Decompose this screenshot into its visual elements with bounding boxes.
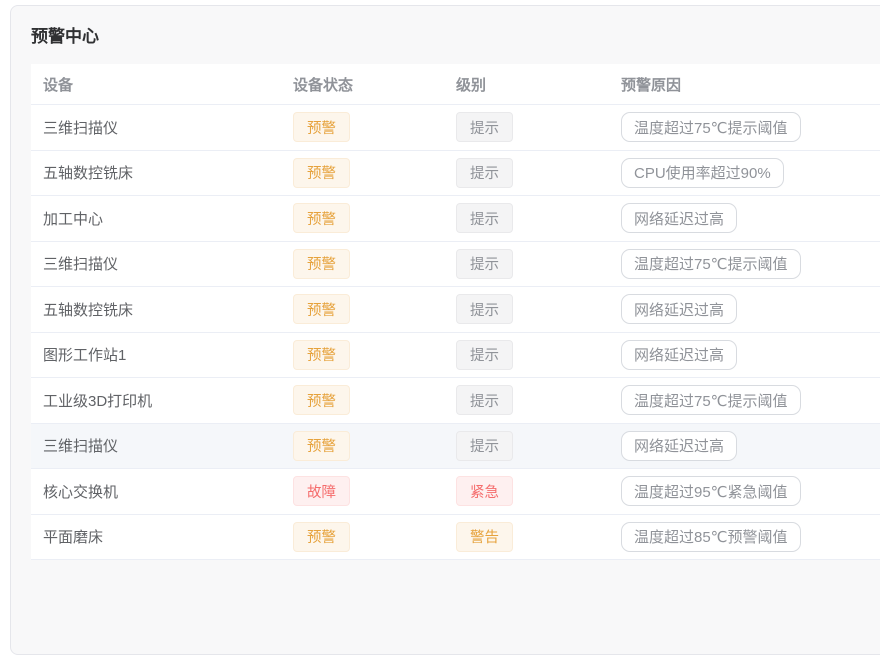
device-cell: 核心交换机	[31, 481, 281, 502]
reason-tag: 网络延迟过高	[621, 203, 738, 234]
table-row[interactable]: 图形工作站1 预警 提示 网络延迟过高	[31, 332, 880, 378]
status-badge: 预警	[293, 203, 350, 234]
reason-cell: 温度超过75℃提示阈值	[609, 248, 880, 279]
table-header-row: 设备 设备状态 级别 预警原因	[31, 64, 880, 105]
status-badge: 预警	[293, 248, 350, 279]
reason-cell: 网络延迟过高	[609, 339, 880, 370]
reason-cell: 温度超过75℃提示阈值	[609, 112, 880, 143]
reason-cell: 网络延迟过高	[609, 430, 880, 461]
status-badge: 预警	[293, 430, 350, 461]
device-cell: 五轴数控铣床	[31, 299, 281, 320]
level-badge: 提示	[456, 294, 513, 325]
reason-tag: CPU使用率超过90%	[621, 157, 784, 188]
level-cell: 提示	[444, 248, 609, 279]
device-cell: 三维扫描仪	[31, 117, 281, 138]
device-name: 平面磨床	[43, 529, 104, 547]
page-title: 预警中心	[31, 27, 99, 46]
reason-tag: 温度超过75℃提示阈值	[621, 112, 801, 143]
device-name: 三维扫描仪	[43, 438, 119, 456]
table-row[interactable]: 平面磨床 预警 警告 温度超过85℃预警阈值	[31, 514, 880, 560]
reason-cell: 温度超过95℃紧急阈值	[609, 476, 880, 507]
status-badge: 预警	[293, 157, 350, 188]
reason-tag: 温度超过75℃提示阈值	[621, 248, 801, 279]
device-name: 三维扫描仪	[43, 256, 119, 274]
level-cell: 紧急	[444, 476, 609, 507]
status-badge: 预警	[293, 339, 350, 370]
device-name: 图形工作站1	[43, 347, 127, 365]
table-row[interactable]: 加工中心 预警 提示 网络延迟过高	[31, 196, 880, 242]
level-cell: 提示	[444, 339, 609, 370]
reason-cell: 温度超过85℃预警阈值	[609, 521, 880, 552]
reason-tag: 温度超过75℃提示阈值	[621, 385, 801, 416]
status-badge: 预警	[293, 294, 350, 325]
level-badge: 提示	[456, 203, 513, 234]
level-badge: 提示	[456, 112, 513, 143]
warning-table: 设备 设备状态 级别 预警原因 三维扫描仪 预警 提示 温度超过75℃提示阈值 …	[31, 64, 880, 560]
device-cell: 三维扫描仪	[31, 253, 281, 274]
level-badge: 提示	[456, 339, 513, 370]
device-name: 工业级3D打印机	[43, 392, 153, 410]
level-cell: 提示	[444, 157, 609, 188]
level-cell: 提示	[444, 294, 609, 325]
reason-tag: 网络延迟过高	[621, 430, 738, 461]
device-status-cell: 预警	[281, 112, 444, 143]
status-badge: 预警	[293, 521, 350, 552]
device-name: 加工中心	[43, 210, 104, 228]
column-header-reason: 预警原因	[621, 76, 682, 94]
table-row[interactable]: 核心交换机 故障 紧急 温度超过95℃紧急阈值	[31, 469, 880, 515]
reason-tag: 温度超过85℃预警阈值	[621, 521, 801, 552]
status-badge: 预警	[293, 112, 350, 143]
reason-cell: CPU使用率超过90%	[609, 157, 880, 188]
table-row[interactable]: 五轴数控铣床 预警 提示 网络延迟过高	[31, 287, 880, 333]
device-status-cell: 预警	[281, 385, 444, 416]
device-name: 三维扫描仪	[43, 119, 119, 137]
table-row[interactable]: 工业级3D打印机 预警 提示 温度超过75℃提示阈值	[31, 378, 880, 424]
level-cell: 提示	[444, 203, 609, 234]
reason-cell: 网络延迟过高	[609, 294, 880, 325]
device-status-cell: 预警	[281, 248, 444, 279]
level-badge: 提示	[456, 248, 513, 279]
device-cell: 平面磨床	[31, 526, 281, 547]
reason-tag: 网络延迟过高	[621, 294, 738, 325]
device-name: 核心交换机	[43, 483, 119, 501]
device-name: 五轴数控铣床	[43, 301, 134, 319]
level-cell: 警告	[444, 521, 609, 552]
device-status-cell: 预警	[281, 430, 444, 461]
status-badge: 预警	[293, 385, 350, 416]
level-cell: 提示	[444, 430, 609, 461]
warning-center-card: 预警中心 设备 设备状态 级别 预警原因 三维扫描仪 预警 提示 温度超过75℃…	[10, 5, 880, 655]
device-cell: 三维扫描仪	[31, 435, 281, 456]
level-cell: 提示	[444, 112, 609, 143]
device-status-cell: 预警	[281, 203, 444, 234]
device-cell: 图形工作站1	[31, 344, 281, 365]
device-cell: 五轴数控铣床	[31, 162, 281, 183]
device-status-cell: 故障	[281, 476, 444, 507]
device-status-cell: 预警	[281, 339, 444, 370]
status-badge: 故障	[293, 476, 350, 507]
table-body: 三维扫描仪 预警 提示 温度超过75℃提示阈值 五轴数控铣床 预警 提示 CPU…	[31, 105, 880, 560]
column-header-device-status: 设备状态	[293, 76, 354, 94]
reason-cell: 网络延迟过高	[609, 203, 880, 234]
level-cell: 提示	[444, 385, 609, 416]
table-row[interactable]: 三维扫描仪 预警 提示 温度超过75℃提示阈值	[31, 105, 880, 151]
level-badge: 紧急	[456, 476, 513, 507]
reason-tag: 网络延迟过高	[621, 339, 738, 370]
level-badge: 警告	[456, 521, 513, 552]
device-status-cell: 预警	[281, 294, 444, 325]
device-name: 五轴数控铣床	[43, 165, 134, 183]
table-row[interactable]: 五轴数控铣床 预警 提示 CPU使用率超过90%	[31, 150, 880, 196]
column-header-device: 设备	[43, 76, 74, 94]
level-badge: 提示	[456, 430, 513, 461]
device-status-cell: 预警	[281, 521, 444, 552]
level-badge: 提示	[456, 157, 513, 188]
device-cell: 加工中心	[31, 208, 281, 229]
device-cell: 工业级3D打印机	[31, 390, 281, 411]
table-row[interactable]: 三维扫描仪 预警 提示 网络延迟过高	[31, 423, 880, 469]
reason-tag: 温度超过95℃紧急阈值	[621, 476, 801, 507]
column-header-level: 级别	[456, 76, 487, 94]
level-badge: 提示	[456, 385, 513, 416]
reason-cell: 温度超过75℃提示阈值	[609, 385, 880, 416]
table-row[interactable]: 三维扫描仪 预警 提示 温度超过75℃提示阈值	[31, 241, 880, 287]
device-status-cell: 预警	[281, 157, 444, 188]
